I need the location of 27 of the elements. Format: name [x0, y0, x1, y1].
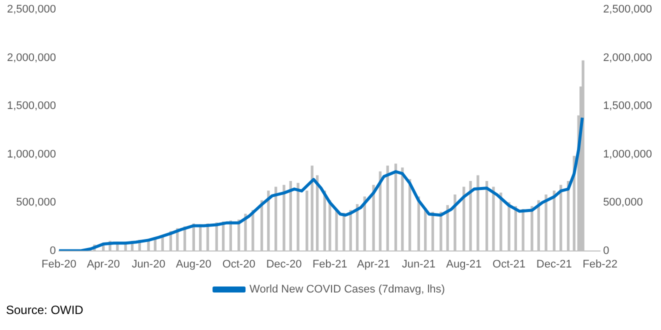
x-tick-label: Dec-20 [266, 258, 302, 270]
x-tick-label: Dec-21 [536, 258, 572, 270]
y2-tick-label: 1,000,000 [603, 148, 652, 160]
x-tick-label: Oct-21 [492, 258, 526, 270]
x-tick-label: Feb-21 [312, 258, 348, 270]
y-tick-label: 2,500,000 [7, 4, 56, 16]
y2-tick-label: 500,000 [603, 196, 643, 209]
y-tick-label: 500,000 [16, 196, 56, 209]
y-tick-label: 2,000,000 [7, 52, 56, 64]
x-tick-label: Feb-22 [582, 258, 618, 270]
x-tick-label: Jun-20 [132, 258, 166, 270]
x-tick-label: Jun-21 [402, 258, 436, 270]
x-tick-label: Oct-20 [222, 258, 256, 270]
x-tick-label: Apr-20 [86, 258, 120, 270]
y2-tick-label: 2,000,000 [603, 52, 652, 64]
y-tick-label: 1,500,000 [7, 100, 56, 112]
legend-label: World New COVID Cases (7dmavg, lhs) [250, 284, 445, 296]
x-tick-label: Aug-20 [176, 258, 212, 270]
x-tick-label: Feb-20 [42, 258, 76, 270]
y2-tick-label: 1,500,000 [603, 100, 652, 112]
y-tick-label: 0 [50, 244, 56, 257]
y2-tick-label: 2,500,000 [603, 4, 652, 16]
source-note: Source: OWID [6, 303, 84, 317]
y-tick-label: 1,000,000 [7, 148, 56, 160]
y2-tick-label: 0 [603, 244, 610, 257]
x-tick-label: Apr-21 [357, 258, 390, 270]
x-tick-label: Aug-21 [446, 258, 482, 270]
